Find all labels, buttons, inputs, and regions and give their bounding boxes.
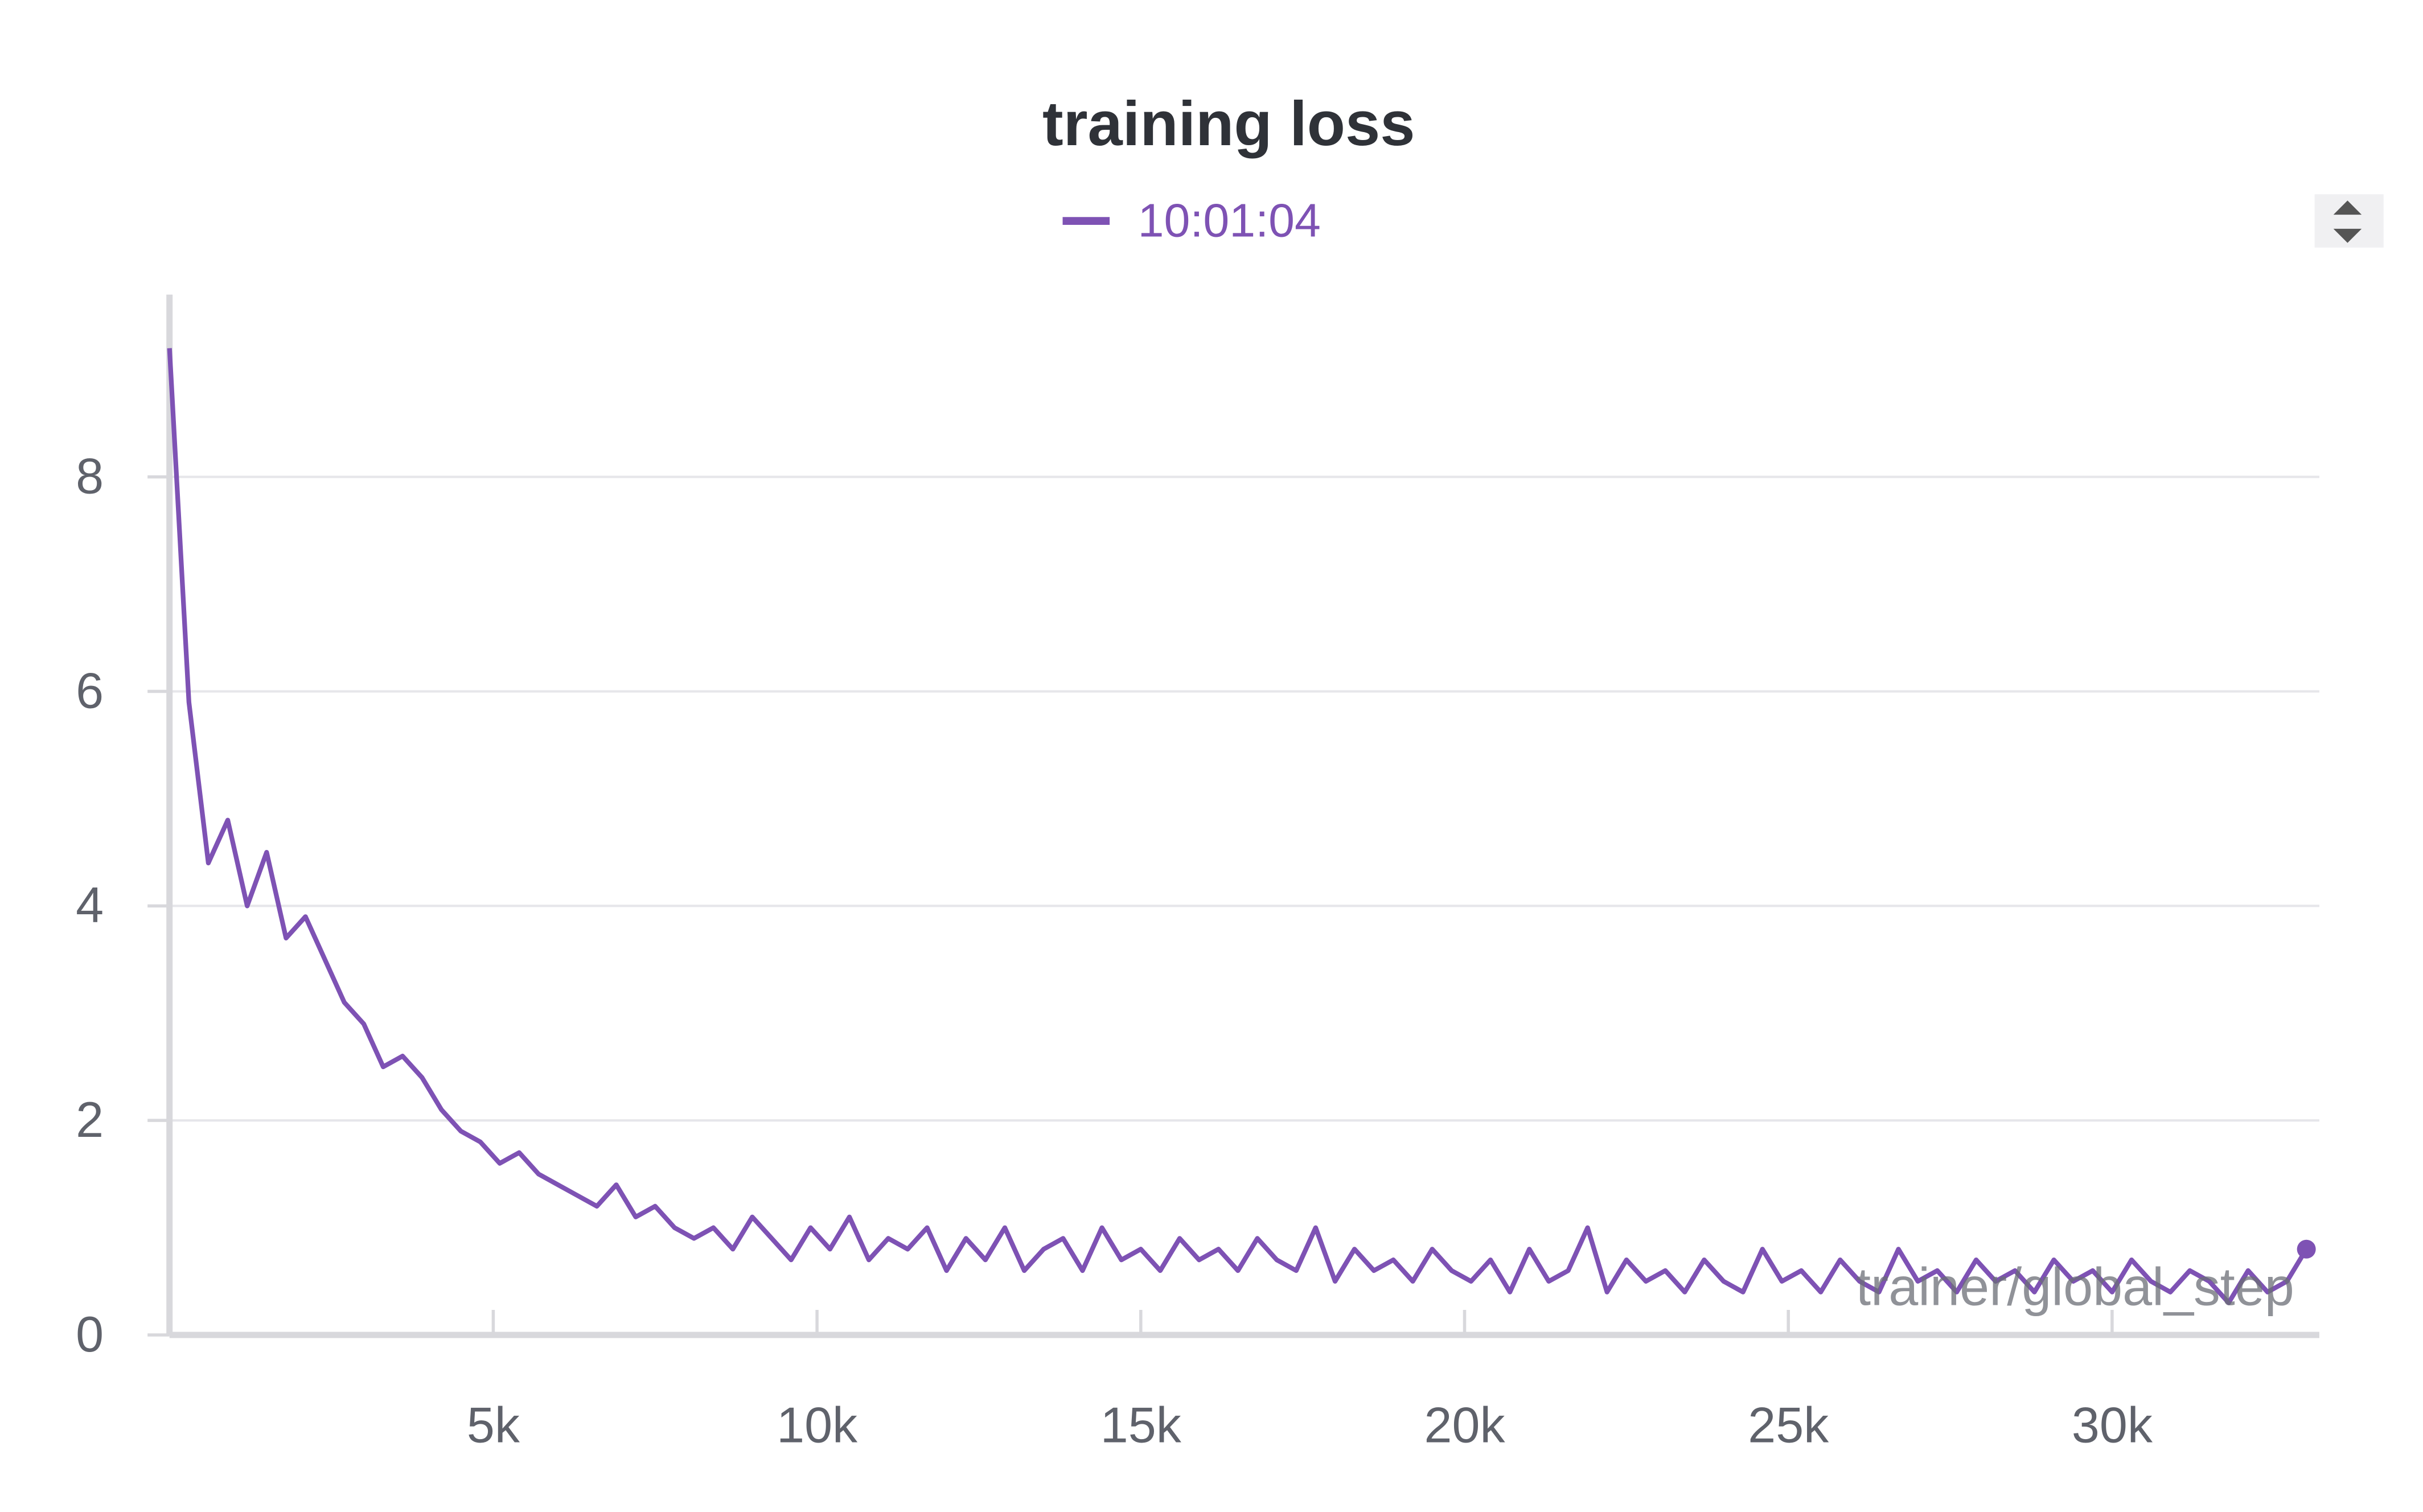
loss-line [167,348,2309,1305]
x-tick-label: 5k [467,1396,520,1453]
y-tick-label: 8 [76,448,104,504]
x-tick-label: 10k [777,1396,858,1453]
x-tick-label: 20k [1424,1396,1506,1453]
legend-label: 10:01:04 [1138,194,1321,246]
y-tick-label: 2 [76,1091,104,1148]
sort-toggle[interactable] [2314,194,2384,248]
x-tick-label: 25k [1748,1396,1829,1453]
x-tick-label: 15k [1100,1396,1182,1453]
x-axis-label: trainer/global_step [1856,1257,2294,1317]
x-tick-label: 30k [2072,1396,2153,1453]
y-tick-label: 0 [76,1306,104,1362]
y-tick-label: 6 [76,662,104,718]
chart-title: training loss [1042,89,1415,159]
last-point [2297,1239,2316,1259]
sort-icon [2333,200,2362,243]
y-tick-label: 4 [76,877,104,933]
